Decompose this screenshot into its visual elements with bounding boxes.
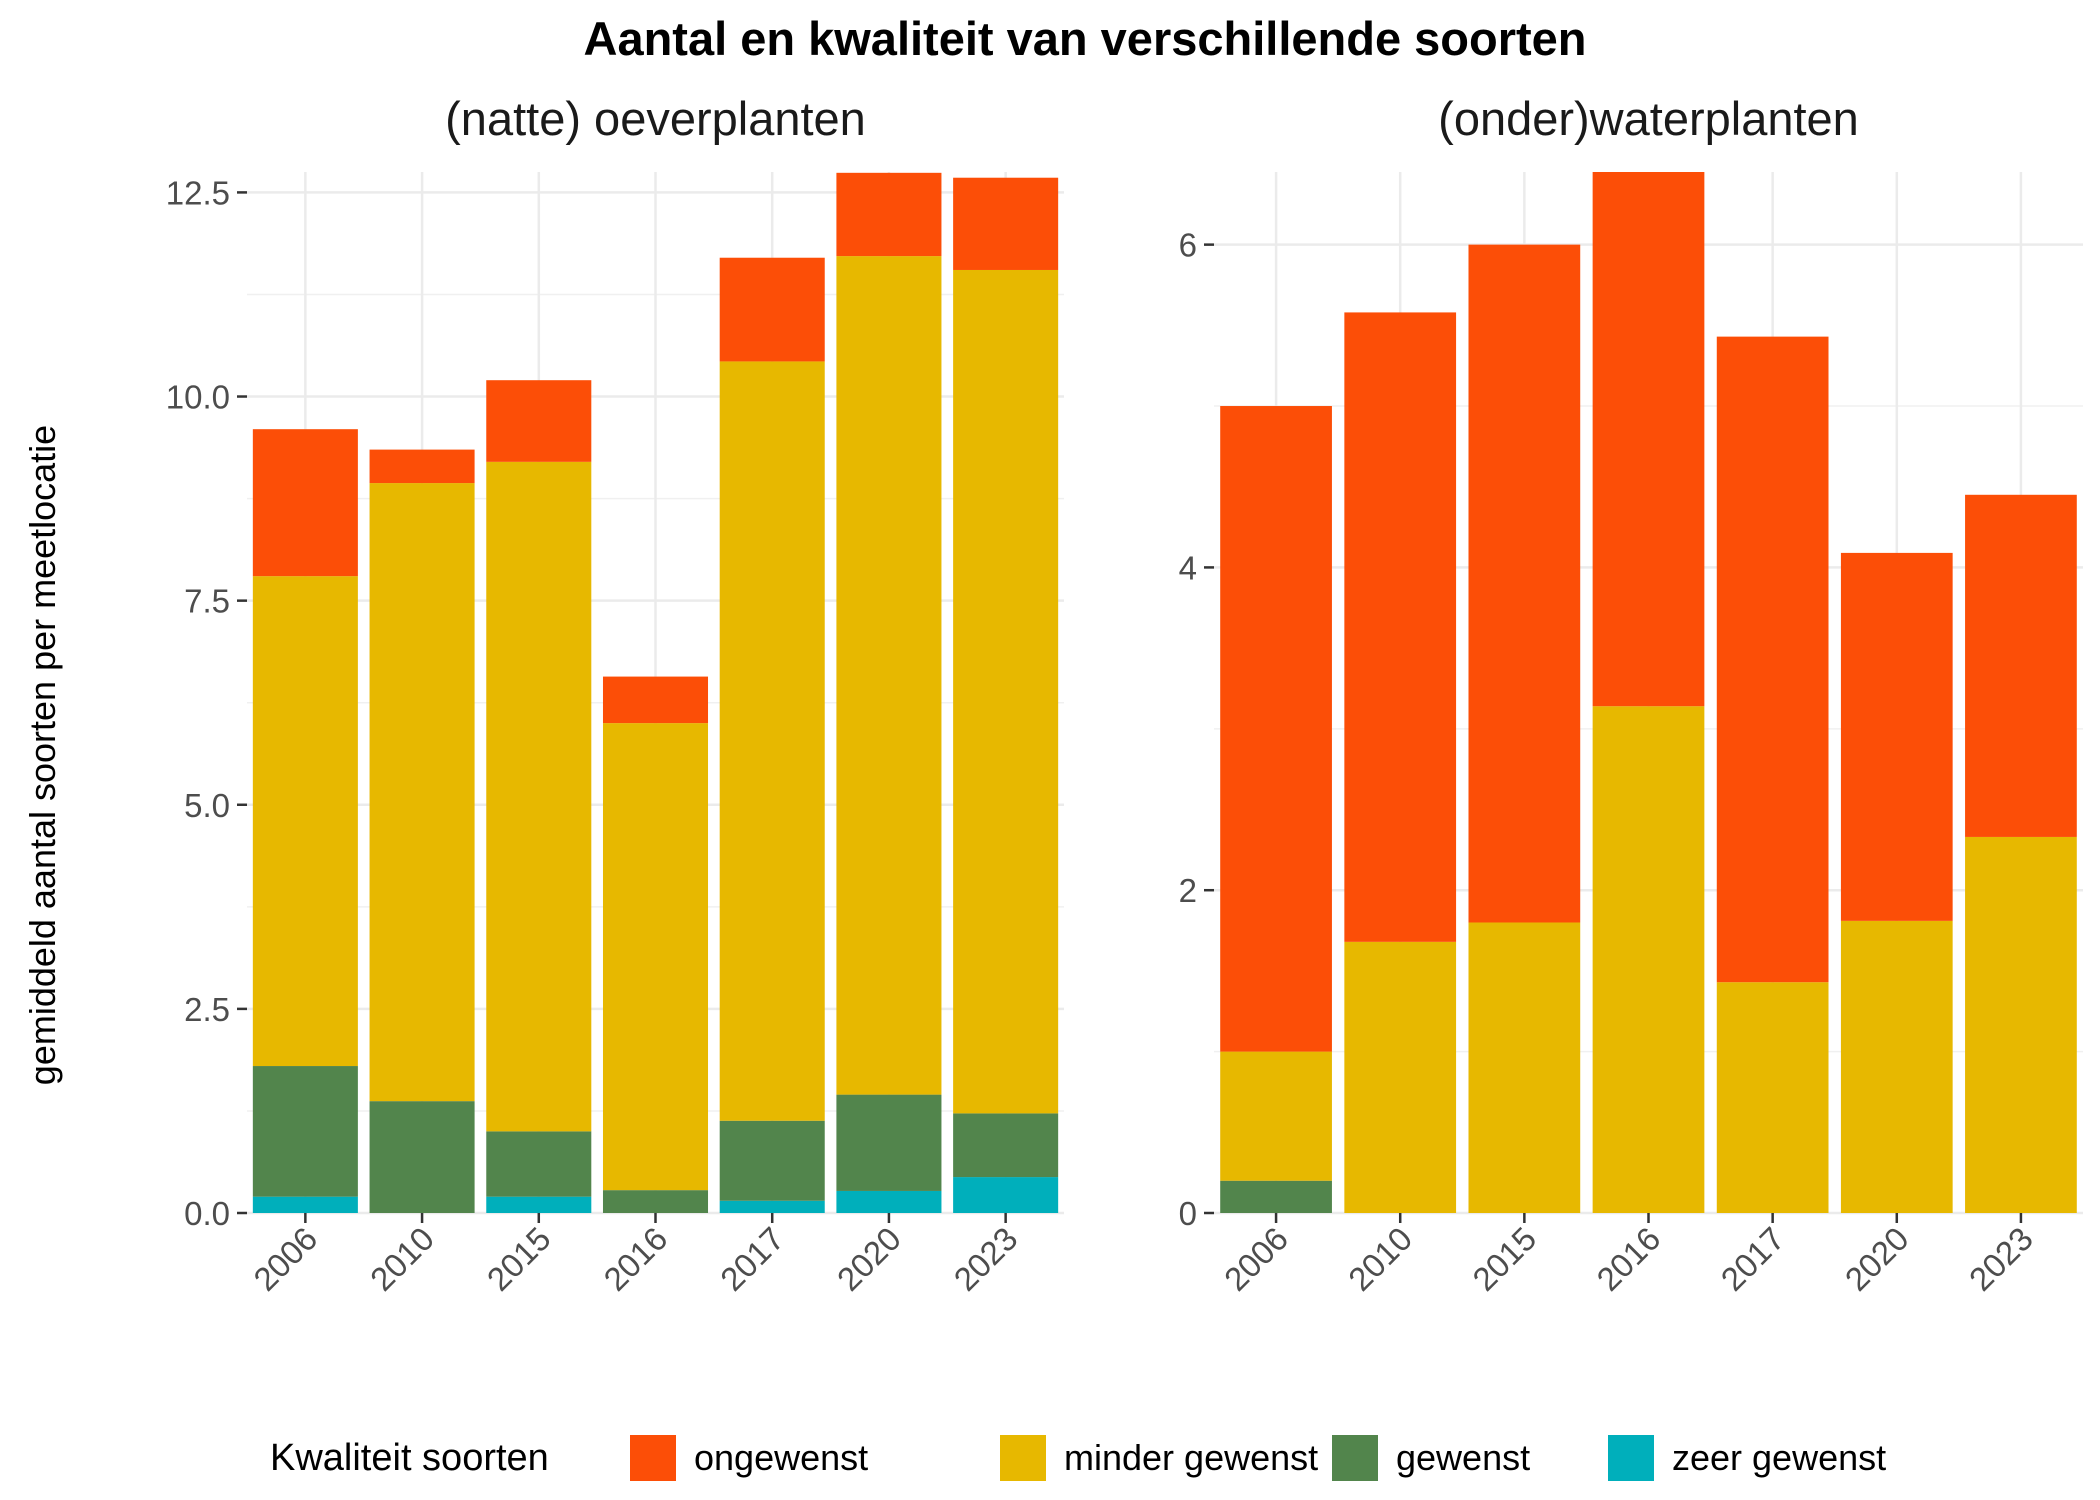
x-tick-label: 2017 xyxy=(713,1220,791,1298)
bar-ongewenst-2010 xyxy=(1344,312,1457,942)
bar-zeer-gewenst-2020 xyxy=(836,1190,942,1213)
x-tick-label: 2017 xyxy=(1714,1220,1792,1298)
legend-swatch xyxy=(1332,1435,1378,1481)
y-axis: 0 2 4 6 xyxy=(1179,227,1214,1232)
bar-ongewenst-2015 xyxy=(486,380,592,462)
legend-label: minder gewenst xyxy=(1064,1437,1318,1478)
bar-gewenst-2023 xyxy=(953,1113,1059,1178)
bar-minder-gewenst-2006 xyxy=(1220,1051,1332,1181)
x-tick-label: 2015 xyxy=(1465,1220,1543,1298)
x-axis: 2006 2010 2015 2016 2017 2020 2023 xyxy=(246,1213,1025,1298)
legend-swatch xyxy=(630,1435,676,1481)
panel-title: (natte) oeverplanten xyxy=(445,92,866,145)
legend-item-minder-gewenst: minder gewenst xyxy=(1000,1435,1318,1481)
x-tick-label: 2010 xyxy=(363,1220,441,1298)
x-tick-label: 2023 xyxy=(1962,1220,2040,1298)
legend-item-gewenst: gewenst xyxy=(1332,1435,1530,1481)
y-tick-label: 12.5 xyxy=(166,174,230,211)
bar-minder-gewenst-2016 xyxy=(1592,706,1705,1213)
bar-zeer-gewenst-2023 xyxy=(953,1177,1059,1213)
x-tick-label: 2016 xyxy=(596,1220,674,1298)
bar-gewenst-2020 xyxy=(836,1094,942,1191)
y-tick-label: 0.0 xyxy=(184,1195,230,1232)
x-tick-label: 2020 xyxy=(830,1220,908,1298)
x-tick-label: 2010 xyxy=(1341,1220,1419,1298)
bar-zeer-gewenst-2015 xyxy=(486,1196,592,1213)
legend-swatch xyxy=(1000,1435,1046,1481)
bar-minder-gewenst-2015 xyxy=(1468,922,1581,1213)
bar-zeer-gewenst-2017 xyxy=(719,1200,825,1213)
bar-minder-gewenst-2023 xyxy=(953,269,1059,1114)
legend-label: zeer gewenst xyxy=(1672,1437,1886,1478)
bar-gewenst-2006 xyxy=(252,1066,358,1197)
bar-zeer-gewenst-2006 xyxy=(252,1196,358,1213)
bar-ongewenst-2023 xyxy=(953,177,1059,270)
y-tick-label: 0 xyxy=(1179,1195,1197,1232)
bar-minder-gewenst-2023 xyxy=(1965,836,2077,1213)
x-axis: 2006 2010 2015 2016 2017 2020 2023 xyxy=(1217,1213,2040,1298)
legend: Kwaliteit soorten ongewenst minder gewenst… xyxy=(270,1435,1886,1481)
bar-minder-gewenst-2017 xyxy=(1716,982,1829,1213)
panels: (natte) oeverplanten 0.0 2.5 5.0 7.5 10.0 12.5… xyxy=(166,92,2083,1298)
bar-ongewenst-2006 xyxy=(252,429,358,577)
bar-gewenst-2017 xyxy=(719,1120,825,1201)
y-tick-label: 2 xyxy=(1179,872,1197,909)
bar-ongewenst-2017 xyxy=(719,257,825,362)
legend-title: Kwaliteit soorten xyxy=(270,1437,549,1479)
x-tick-label: 2023 xyxy=(947,1220,1025,1298)
y-tick-label: 4 xyxy=(1179,549,1197,586)
panel-title: (onder)waterplanten xyxy=(1438,92,1859,145)
legend-item-ongewenst: ongewenst xyxy=(630,1435,868,1481)
bar-minder-gewenst-2010 xyxy=(369,483,475,1102)
legend-item-zeer-gewenst: zeer gewenst xyxy=(1608,1435,1886,1481)
bar-ongewenst-2023 xyxy=(1965,494,2077,837)
legend-label: ongewenst xyxy=(694,1437,868,1478)
x-tick-label: 2020 xyxy=(1838,1220,1916,1298)
bar-ongewenst-2016 xyxy=(1592,172,1705,707)
bar-gewenst-2010 xyxy=(369,1101,475,1213)
bar-ongewenst-2020 xyxy=(836,172,942,257)
y-axis: 0.0 2.5 5.0 7.5 10.0 12.5 xyxy=(166,174,247,1232)
bar-minder-gewenst-2006 xyxy=(252,576,358,1067)
y-tick-label: 7.5 xyxy=(184,583,230,620)
bar-ongewenst-2017 xyxy=(1716,336,1829,983)
bar-ongewenst-2015 xyxy=(1468,244,1581,923)
x-tick-label: 2006 xyxy=(246,1220,324,1298)
x-tick-label: 2015 xyxy=(480,1220,558,1298)
x-tick-label: 2016 xyxy=(1589,1220,1667,1298)
bar-minder-gewenst-2020 xyxy=(836,256,942,1095)
bar-gewenst-2016 xyxy=(602,1190,709,1213)
bar-ongewenst-2016 xyxy=(602,676,709,724)
bar-minder-gewenst-2020 xyxy=(1840,920,1953,1213)
bars xyxy=(1220,172,2077,1213)
y-tick-label: 10.0 xyxy=(166,379,230,416)
bar-gewenst-2006 xyxy=(1220,1180,1332,1213)
bar-ongewenst-2020 xyxy=(1840,552,1953,921)
chart-title: Aantal en kwaliteit van verschillende so… xyxy=(584,12,1587,65)
x-tick-label: 2006 xyxy=(1217,1220,1295,1298)
bar-minder-gewenst-2016 xyxy=(602,723,709,1191)
bars xyxy=(252,172,1059,1213)
bar-minder-gewenst-2017 xyxy=(719,361,825,1121)
bar-gewenst-2015 xyxy=(486,1131,592,1197)
bar-minder-gewenst-2010 xyxy=(1344,941,1457,1213)
bar-minder-gewenst-2015 xyxy=(486,461,592,1132)
legend-label: gewenst xyxy=(1396,1437,1530,1478)
y-tick-label: 2.5 xyxy=(184,991,230,1028)
bar-ongewenst-2010 xyxy=(369,449,475,484)
panel-1: (natte) oeverplanten 0.0 2.5 5.0 7.5 10.0 12.5… xyxy=(166,92,1064,1298)
y-axis-title: gemiddeld aantal soorten per meetlocatie xyxy=(22,425,63,1085)
legend-swatch xyxy=(1608,1435,1654,1481)
y-tick-label: 6 xyxy=(1179,227,1197,264)
bar-ongewenst-2006 xyxy=(1220,406,1332,1052)
y-tick-label: 5.0 xyxy=(184,787,230,824)
